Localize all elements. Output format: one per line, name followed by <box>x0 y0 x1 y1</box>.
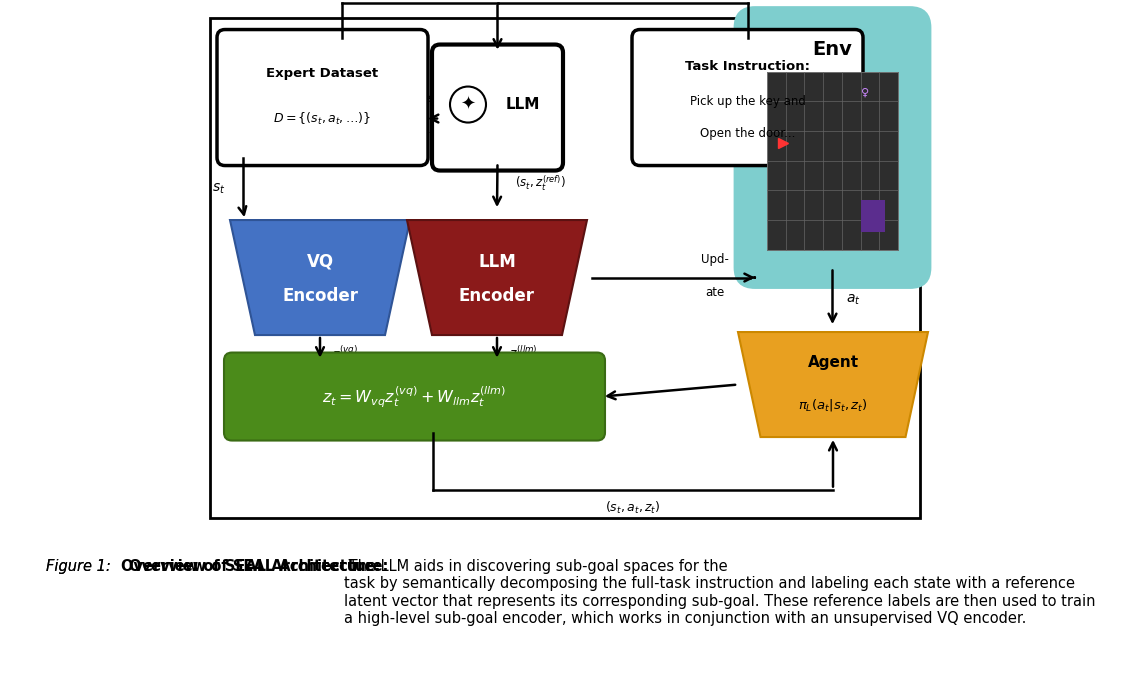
Text: Overview of SEAL Architecture:: Overview of SEAL Architecture: <box>129 559 388 574</box>
Text: Encoder: Encoder <box>282 287 358 305</box>
FancyBboxPatch shape <box>224 353 605 440</box>
Text: Pick up the key and: Pick up the key and <box>690 95 806 108</box>
Text: Figure 1:: Figure 1: <box>46 559 115 574</box>
Text: $z_t^{(llm)}$: $z_t^{(llm)}$ <box>509 343 537 363</box>
FancyBboxPatch shape <box>210 18 920 517</box>
FancyBboxPatch shape <box>633 29 863 165</box>
Text: $D = \{(s_t, a_t, \ldots)\}$: $D = \{(s_t, a_t, \ldots)\}$ <box>273 111 372 127</box>
Polygon shape <box>738 332 928 437</box>
Text: LLM: LLM <box>505 97 540 112</box>
Text: ate: ate <box>705 285 724 298</box>
Text: Open the door...: Open the door... <box>700 127 796 140</box>
Text: Figure 1:: Figure 1: <box>46 559 115 574</box>
Text: $a_t$: $a_t$ <box>846 293 861 307</box>
Text: VQ: VQ <box>307 252 334 270</box>
FancyBboxPatch shape <box>735 8 930 287</box>
Text: Agent: Agent <box>807 355 859 370</box>
Text: The LLM aids in discovering sub-goal spaces for the
task by semantically decompo: The LLM aids in discovering sub-goal spa… <box>344 559 1096 626</box>
Text: Encoder: Encoder <box>459 287 535 305</box>
Text: $s_t$: $s_t$ <box>211 182 225 196</box>
Text: $z_t = W_{vq}z_t^{(vq)} + W_{llm}z_t^{(llm)}$: $z_t = W_{vq}z_t^{(vq)} + W_{llm}z_t^{(l… <box>323 384 506 409</box>
Text: ✦: ✦ <box>460 95 475 114</box>
Text: $\{z^1, \ldots, z^k\}$: $\{z^1, \ldots, z^k\}$ <box>396 121 464 139</box>
Text: $\pi_L(a_t|s_t, z_t)$: $\pi_L(a_t|s_t, z_t)$ <box>798 397 868 412</box>
Polygon shape <box>230 220 410 335</box>
FancyBboxPatch shape <box>217 29 428 165</box>
FancyBboxPatch shape <box>432 45 563 171</box>
Text: LLM: LLM <box>478 252 515 270</box>
Text: $(s_t, a_t, z_t)$: $(s_t, a_t, z_t)$ <box>605 499 660 516</box>
Text: ♀: ♀ <box>861 88 869 98</box>
Text: Overview of SEAL Architecture:: Overview of SEAL Architecture: <box>121 559 380 574</box>
Text: Codebook: Codebook <box>398 91 461 104</box>
Text: Env: Env <box>813 40 853 59</box>
Text: Task Instruction:: Task Instruction: <box>685 60 810 73</box>
Text: $z_t^{(vq)}$: $z_t^{(vq)}$ <box>332 343 358 364</box>
Text: Expert Dataset: Expert Dataset <box>266 67 379 80</box>
Text: Upd-: Upd- <box>701 252 729 265</box>
FancyBboxPatch shape <box>767 71 898 250</box>
Polygon shape <box>408 220 587 335</box>
Circle shape <box>450 86 486 123</box>
FancyBboxPatch shape <box>861 200 885 232</box>
Text: $(s_t, z_t^{(ref)})$: $(s_t, z_t^{(ref)})$ <box>515 174 566 193</box>
